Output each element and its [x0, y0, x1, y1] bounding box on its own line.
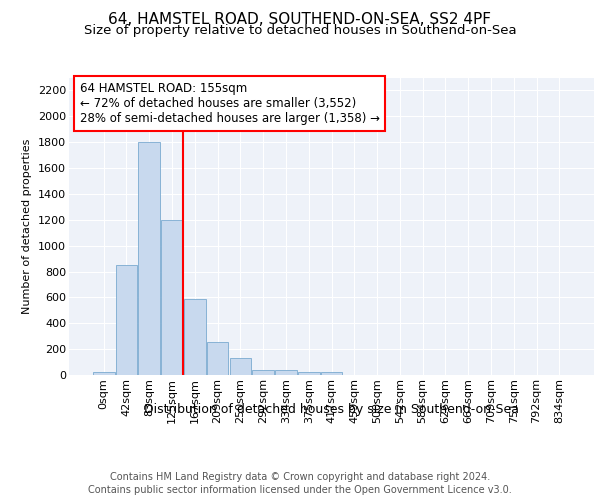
Text: Distribution of detached houses by size in Southend-on-Sea: Distribution of detached houses by size … [145, 402, 519, 415]
Bar [253, 370, 274, 375]
Y-axis label: Number of detached properties: Number of detached properties [22, 138, 32, 314]
Bar [184, 298, 206, 375]
Bar [298, 372, 320, 375]
Bar [230, 358, 251, 375]
Text: Contains public sector information licensed under the Open Government Licence v3: Contains public sector information licen… [88, 485, 512, 495]
Text: 64 HAMSTEL ROAD: 155sqm
← 72% of detached houses are smaller (3,552)
28% of semi: 64 HAMSTEL ROAD: 155sqm ← 72% of detache… [79, 82, 380, 125]
Text: Contains HM Land Registry data © Crown copyright and database right 2024.: Contains HM Land Registry data © Crown c… [110, 472, 490, 482]
Bar [275, 370, 297, 375]
Bar [116, 265, 137, 375]
Bar [207, 342, 229, 375]
Bar [139, 142, 160, 375]
Text: 64, HAMSTEL ROAD, SOUTHEND-ON-SEA, SS2 4PF: 64, HAMSTEL ROAD, SOUTHEND-ON-SEA, SS2 4… [109, 12, 491, 28]
Bar [161, 220, 183, 375]
Bar [320, 372, 343, 375]
Text: Size of property relative to detached houses in Southend-on-Sea: Size of property relative to detached ho… [83, 24, 517, 37]
Bar [93, 372, 115, 375]
